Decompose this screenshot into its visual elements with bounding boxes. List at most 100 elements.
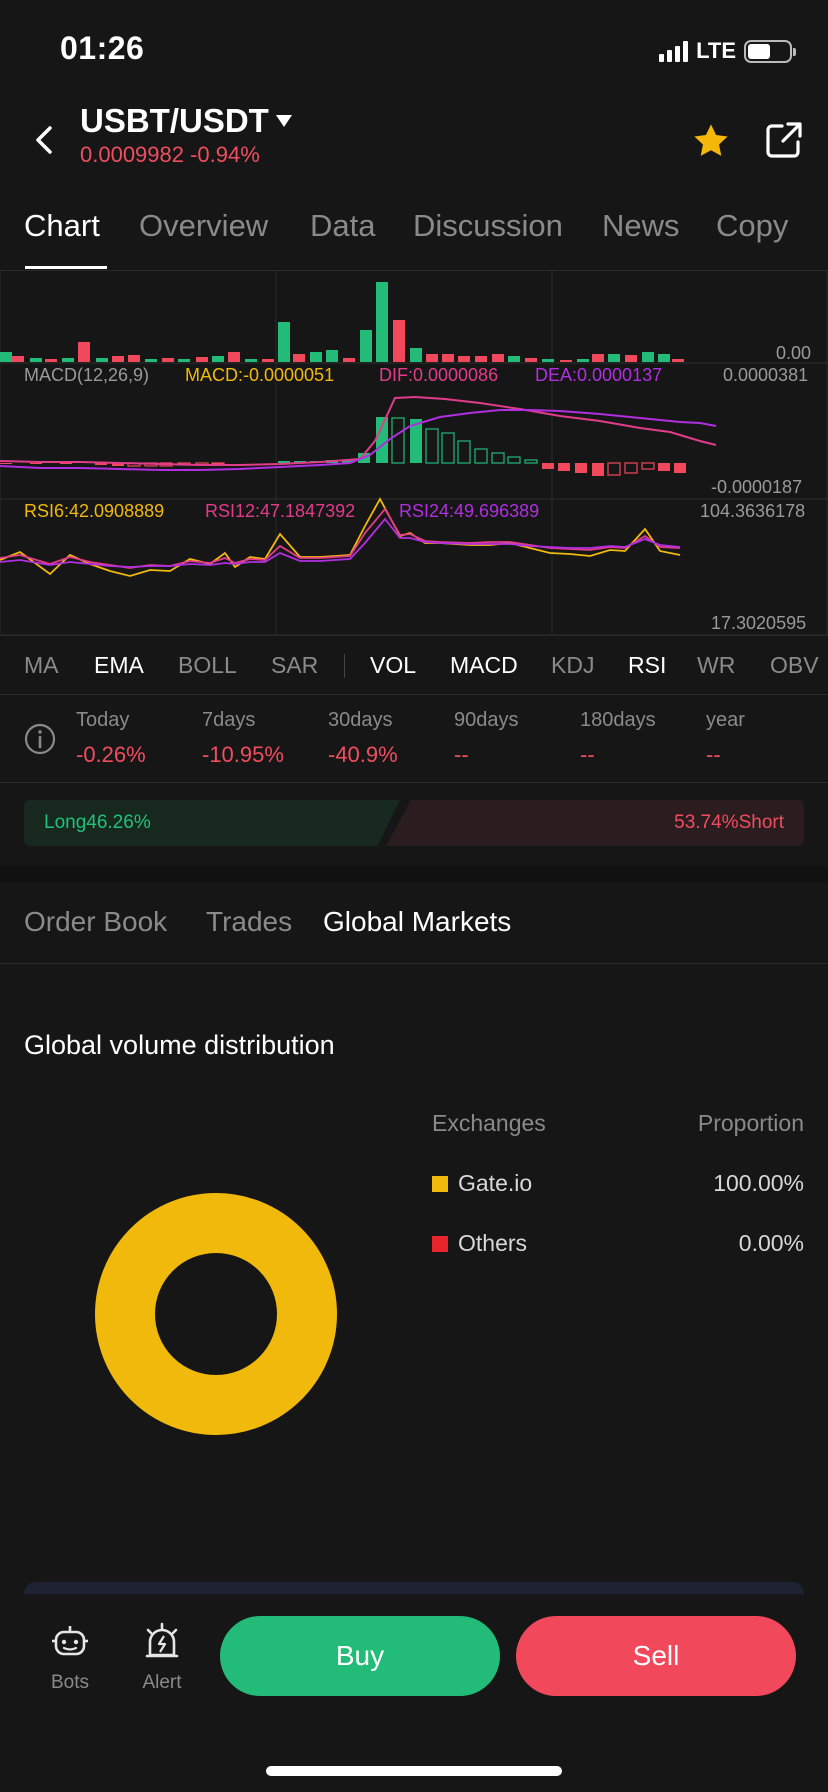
bots-button[interactable]: Bots (30, 1622, 110, 1694)
volume-bar (245, 359, 257, 362)
buy-button[interactable]: Buy (220, 1616, 500, 1696)
tab-chart[interactable]: Chart (24, 208, 100, 243)
indicator-obv[interactable]: OBV (770, 652, 819, 678)
indicator-boll[interactable]: BOLL (178, 652, 237, 678)
macd-name: MACD(12,26,9) (24, 365, 150, 385)
volume-bar (112, 356, 124, 362)
volume-bar (78, 342, 90, 362)
sell-button[interactable]: Sell (516, 1616, 796, 1696)
macd-bar (342, 460, 354, 463)
indicator-rsi[interactable]: RSI (628, 652, 667, 678)
volume-bar (410, 348, 422, 362)
battery-icon (744, 39, 796, 63)
volume-bar (45, 359, 57, 362)
macd-value: MACD:-0.0000051 (185, 365, 335, 385)
volume-bar (162, 358, 174, 362)
favorite-star-icon[interactable] (690, 120, 732, 162)
volume-donut-chart (95, 1193, 337, 1435)
proportion-column-header: Proportion (697, 1110, 804, 1136)
volume-bar (12, 356, 24, 362)
macd-histogram (0, 417, 686, 476)
volume-bar (393, 320, 405, 362)
tab-discussion[interactable]: Discussion (413, 208, 563, 243)
indicator-macd[interactable]: MACD (450, 652, 518, 678)
rsi-axis-high: 104.3636178 (700, 501, 806, 521)
volume-bar (642, 352, 654, 362)
alert-button[interactable]: Alert (122, 1622, 202, 1694)
volume-bar (145, 359, 157, 362)
macd-bar (641, 462, 655, 470)
exchange-name: Gate.io (458, 1170, 533, 1196)
volume-bar (508, 356, 520, 362)
section-divider (0, 866, 828, 882)
macd-bar (391, 417, 405, 464)
subtab-order-book[interactable]: Order Book (24, 906, 168, 937)
indicator-wr[interactable]: WR (697, 652, 736, 678)
indicator-vol[interactable]: VOL (370, 652, 417, 678)
back-arrow-icon[interactable] (28, 120, 62, 160)
volume-bar (360, 330, 372, 362)
share-icon[interactable] (764, 120, 804, 160)
macd-bar (542, 463, 554, 469)
info-icon[interactable] (24, 723, 56, 755)
rsi12-line (0, 507, 681, 569)
macd-bar (624, 462, 638, 474)
macd-bar (658, 463, 670, 471)
status-bar: 01:26 LTE (0, 0, 828, 100)
indicator-kdj[interactable]: KDJ (551, 652, 595, 678)
volume-bar (326, 350, 338, 362)
subtab-trades[interactable]: Trades (206, 906, 293, 937)
volume-bar (672, 359, 684, 362)
indicator-separator (344, 654, 345, 678)
status-time: 01:26 (60, 30, 145, 66)
perf-180days: 180days -- (580, 709, 656, 767)
caret-down-icon[interactable] (275, 114, 293, 128)
macd-bar (507, 456, 521, 464)
pair-title[interactable]: USBT/USDT (80, 102, 269, 139)
volume-bar (475, 356, 487, 362)
donut-slice-gate (95, 1193, 337, 1435)
market-subtabs: Order Book Trades Global Markets (0, 882, 828, 964)
macd-bar (30, 463, 42, 464)
macd-bar (425, 428, 439, 464)
tab-news[interactable]: News (602, 208, 680, 243)
macd-bar (474, 448, 488, 464)
indicator-sar[interactable]: SAR (271, 652, 319, 678)
volume-bar (458, 356, 470, 362)
alarm-icon (145, 1622, 179, 1658)
volume-bar (492, 354, 504, 362)
exchange-name: Others (458, 1230, 528, 1256)
macd-bar (575, 463, 587, 473)
volume-bar (196, 357, 208, 362)
macd-bar (524, 459, 538, 464)
pair-price-change: 0.0009982 -0.94% (80, 142, 260, 167)
tab-copy[interactable]: Copy (716, 208, 789, 243)
long-short-ratio-bar: Long46.26% 53.74%Short (24, 800, 804, 846)
tab-overview[interactable]: Overview (139, 208, 269, 243)
dif-line (0, 395, 717, 466)
robot-icon (52, 1626, 88, 1656)
volume-bar (30, 358, 42, 362)
volume-bar (343, 358, 355, 362)
perf-year: year -- (706, 709, 745, 767)
kline-chart[interactable]: 0.00 MACD(12,26,9) MACD:-0.0000051 DIF:0… (0, 270, 828, 636)
volume-bars (0, 282, 684, 362)
macd-bar (441, 432, 455, 464)
tab-data[interactable]: Data (310, 208, 376, 243)
home-indicator[interactable] (266, 1766, 562, 1776)
volume-bar (178, 359, 190, 362)
dea-line (0, 409, 717, 471)
exchange-row-others: Others (432, 1230, 527, 1257)
volume-bar (262, 359, 274, 362)
volume-bar (128, 355, 140, 362)
legend-swatch-gate (432, 1175, 448, 1192)
alert-label: Alert (142, 1672, 182, 1693)
main-tabs: Chart Overview Data Discussion News Copy (0, 200, 828, 270)
subtab-global-markets[interactable]: Global Markets (323, 906, 512, 937)
rsi24-line (0, 517, 681, 568)
volume-bar (96, 358, 108, 362)
indicator-ma[interactable]: MA (24, 652, 59, 678)
macd-bar (211, 462, 225, 465)
perf-7days: 7days -10.95% (202, 709, 284, 767)
indicator-ema[interactable]: EMA (94, 652, 144, 678)
